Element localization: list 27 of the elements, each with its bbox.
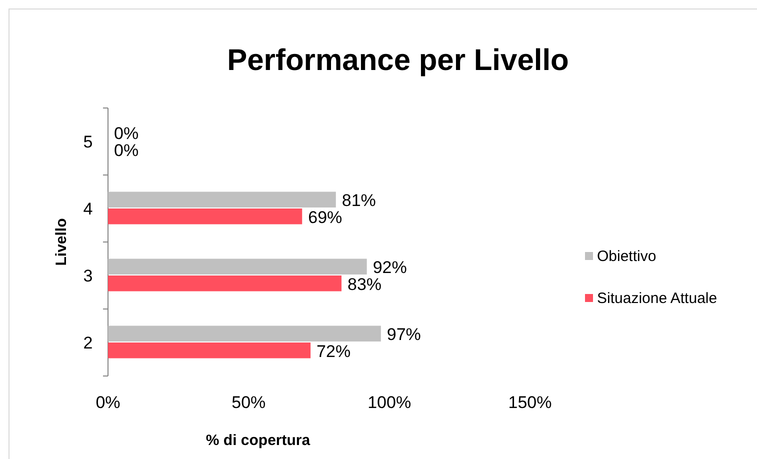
- y-tick-label: 5: [83, 132, 93, 152]
- y-axis-title: Livello: [53, 218, 70, 266]
- y-tick-label: 4: [83, 200, 93, 218]
- bar: [108, 342, 311, 358]
- y-tick-label: 2: [83, 334, 93, 352]
- data-label: 0%: [114, 140, 139, 160]
- data-label: 81%: [342, 191, 376, 210]
- x-axis-title: % di copertura: [206, 432, 311, 449]
- data-label: 97%: [386, 325, 421, 344]
- legend-label: Obiettivo: [597, 248, 656, 265]
- data-label: 69%: [308, 208, 342, 227]
- bar: [108, 192, 336, 208]
- bar: [108, 276, 342, 292]
- x-tick-label: 50%: [232, 393, 266, 412]
- x-tick-label: 100%: [368, 393, 412, 412]
- legend-label: Situazione Attuale: [597, 290, 718, 307]
- data-label: 83%: [348, 274, 382, 294]
- chart-title: Performance per Livello: [227, 44, 569, 77]
- bar: [108, 208, 302, 224]
- y-tick-label: 3: [83, 266, 93, 286]
- data-label: 0%: [114, 124, 139, 144]
- bar: [108, 326, 381, 342]
- x-tick-label: 150%: [508, 393, 552, 412]
- x-tick-label: 0%: [96, 393, 120, 412]
- data-label: 92%: [372, 258, 407, 278]
- bar: [108, 258, 367, 274]
- data-label: 72%: [316, 342, 351, 361]
